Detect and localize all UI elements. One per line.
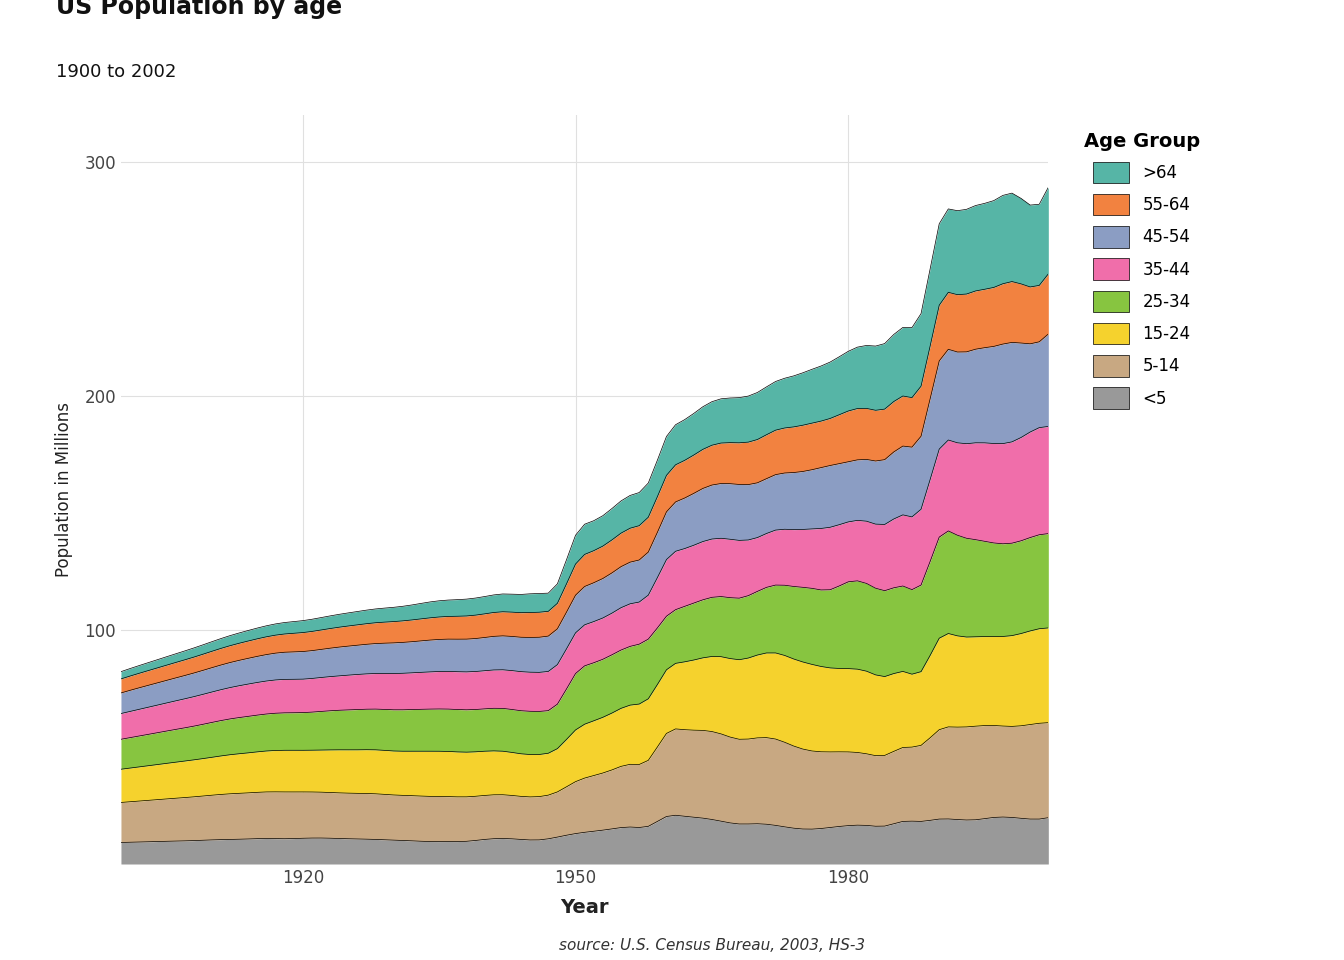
- Text: 1900 to 2002: 1900 to 2002: [56, 62, 176, 81]
- Legend: >64, 55-64, 45-54, 35-44, 25-34, 15-24, 5-14, <5: >64, 55-64, 45-54, 35-44, 25-34, 15-24, …: [1075, 124, 1208, 418]
- Y-axis label: Population in Millions: Population in Millions: [55, 402, 74, 577]
- Text: US Population by age: US Population by age: [56, 0, 343, 19]
- Text: source: U.S. Census Bureau, 2003, HS-3: source: U.S. Census Bureau, 2003, HS-3: [559, 939, 866, 953]
- X-axis label: Year: Year: [560, 898, 609, 917]
